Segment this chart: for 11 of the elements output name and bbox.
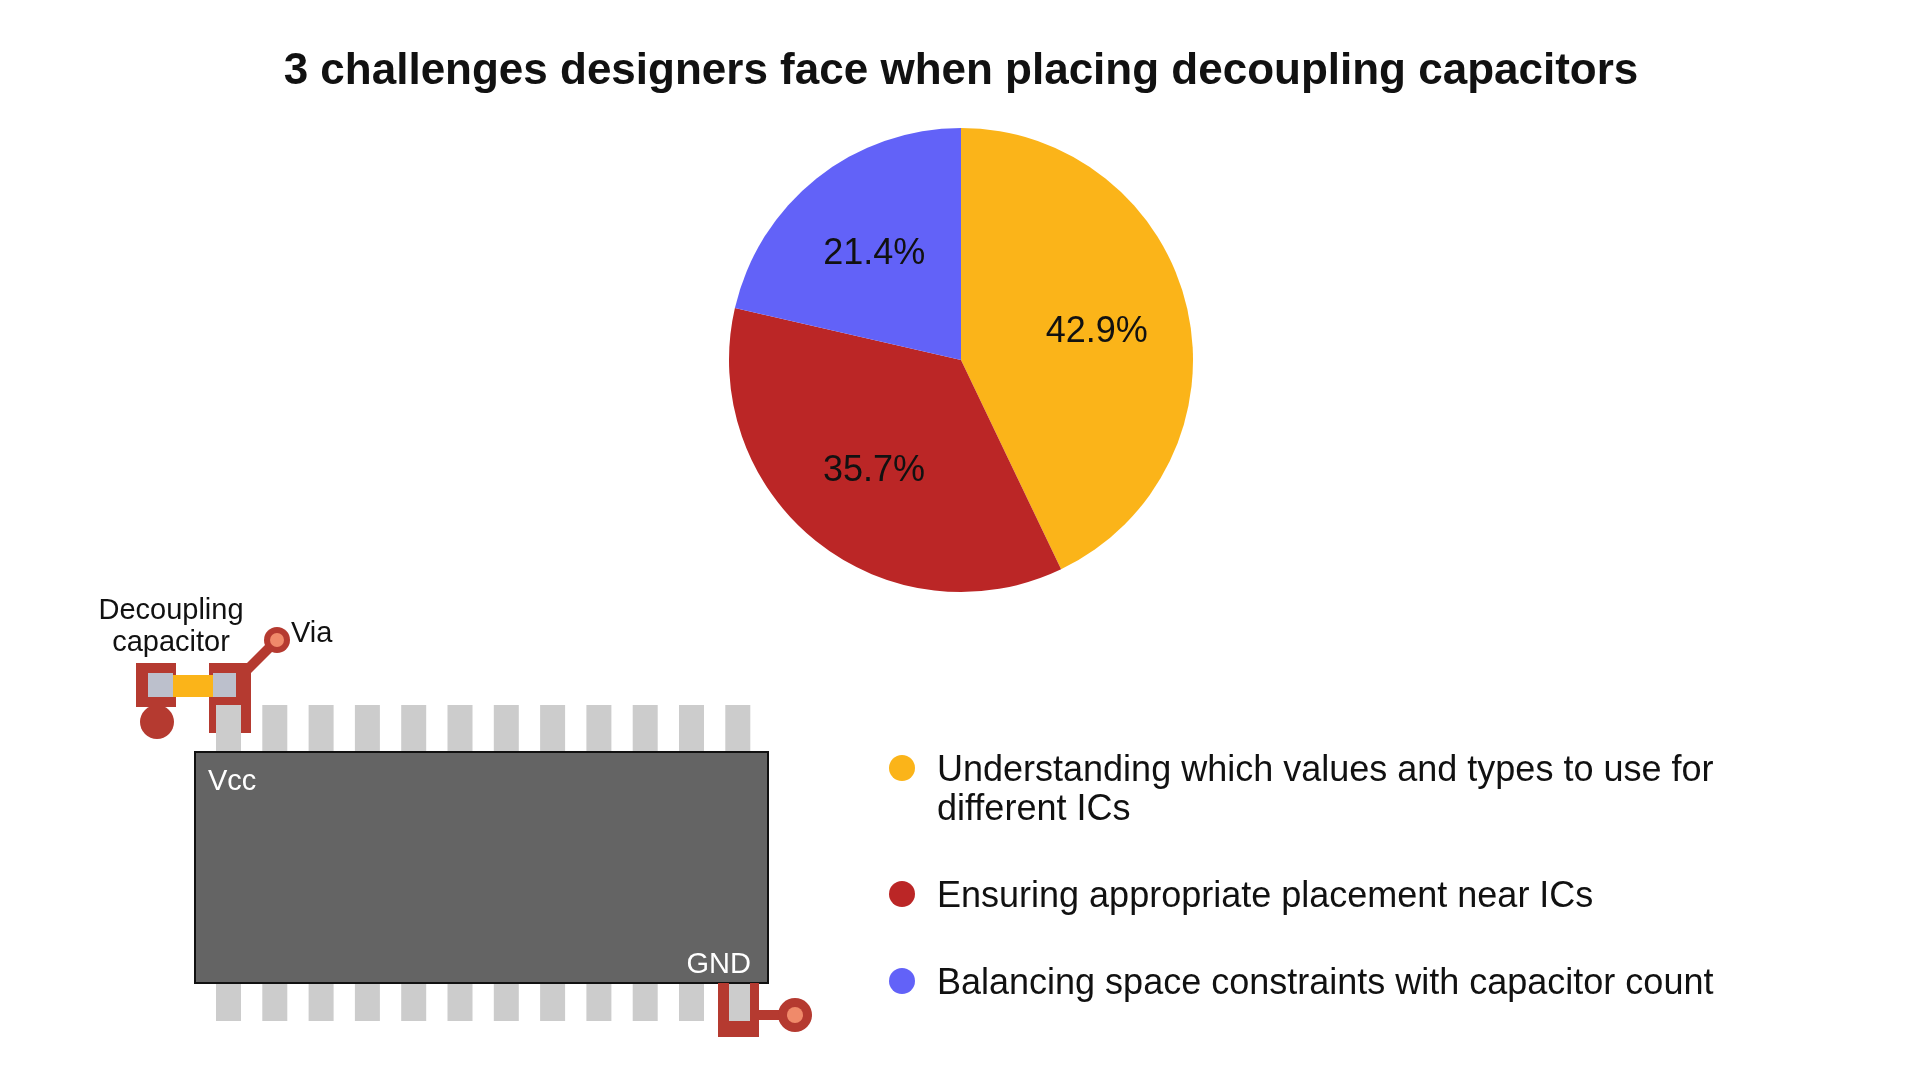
data-label: 21.4% bbox=[823, 230, 926, 272]
legend-label: Balancing space constraints with capacitor count bbox=[937, 961, 1714, 1002]
legend-label: Ensuring appropriate placement near ICs bbox=[937, 874, 1594, 915]
pie-slice bbox=[961, 128, 1193, 570]
text: Via bbox=[291, 616, 334, 648]
data-label: 42.9% bbox=[1045, 308, 1148, 350]
text: Decoupling capacitor bbox=[98, 593, 244, 657]
chart-title: 3 challenges designers face when placing decoupling capacitors bbox=[283, 44, 1639, 93]
pie-slice bbox=[734, 128, 961, 360]
data-label: 35.7% bbox=[822, 448, 926, 490]
legend-label: Understanding which values and types to use for different ICs bbox=[937, 748, 1714, 828]
